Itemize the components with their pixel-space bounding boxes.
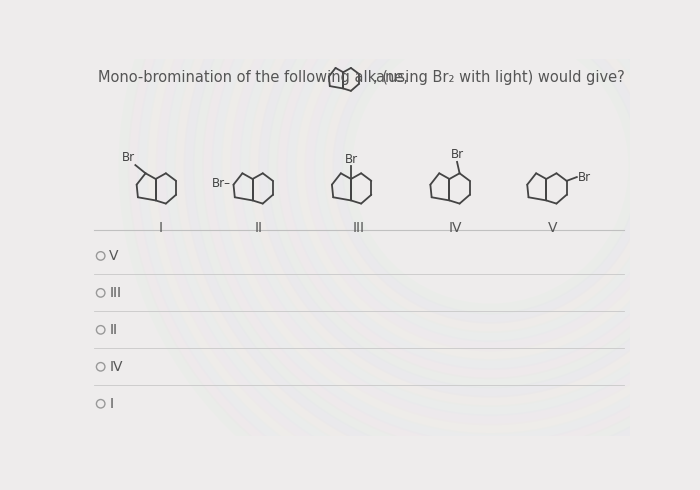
Text: II: II	[255, 221, 262, 235]
Wedge shape	[258, 0, 700, 397]
Wedge shape	[295, 0, 686, 361]
Wedge shape	[276, 0, 700, 379]
Text: IV: IV	[449, 221, 463, 235]
Text: , (using Br₂ with light) would give?: , (using Br₂ with light) would give?	[372, 71, 624, 85]
Text: Br–: Br–	[212, 177, 231, 191]
Wedge shape	[183, 0, 700, 471]
Text: III: III	[353, 221, 365, 235]
Wedge shape	[332, 9, 649, 324]
Text: I: I	[158, 221, 162, 235]
Wedge shape	[239, 0, 700, 416]
Text: I: I	[109, 397, 113, 411]
Wedge shape	[314, 0, 667, 342]
Wedge shape	[286, 0, 695, 370]
Wedge shape	[230, 0, 700, 425]
Text: V: V	[547, 221, 557, 235]
Wedge shape	[165, 0, 700, 490]
Wedge shape	[342, 19, 639, 315]
Wedge shape	[174, 0, 700, 481]
Text: IV: IV	[109, 360, 122, 374]
Text: Br: Br	[122, 151, 134, 164]
Wedge shape	[304, 0, 676, 351]
Text: Br: Br	[578, 171, 592, 184]
Text: Br: Br	[451, 148, 463, 161]
Wedge shape	[155, 0, 700, 490]
Wedge shape	[323, 0, 658, 333]
Wedge shape	[193, 0, 700, 462]
Text: Mono-bromination of the following alkane,: Mono-bromination of the following alkane…	[97, 71, 407, 85]
Wedge shape	[202, 0, 700, 453]
Wedge shape	[248, 0, 700, 407]
Wedge shape	[211, 0, 700, 444]
Text: V: V	[109, 249, 119, 263]
Wedge shape	[128, 0, 700, 490]
Text: Br: Br	[344, 152, 358, 166]
Text: III: III	[109, 286, 121, 300]
Wedge shape	[118, 0, 700, 490]
Wedge shape	[267, 0, 700, 389]
Wedge shape	[220, 0, 700, 435]
Text: II: II	[109, 323, 117, 337]
Wedge shape	[137, 0, 700, 490]
Wedge shape	[146, 0, 700, 490]
